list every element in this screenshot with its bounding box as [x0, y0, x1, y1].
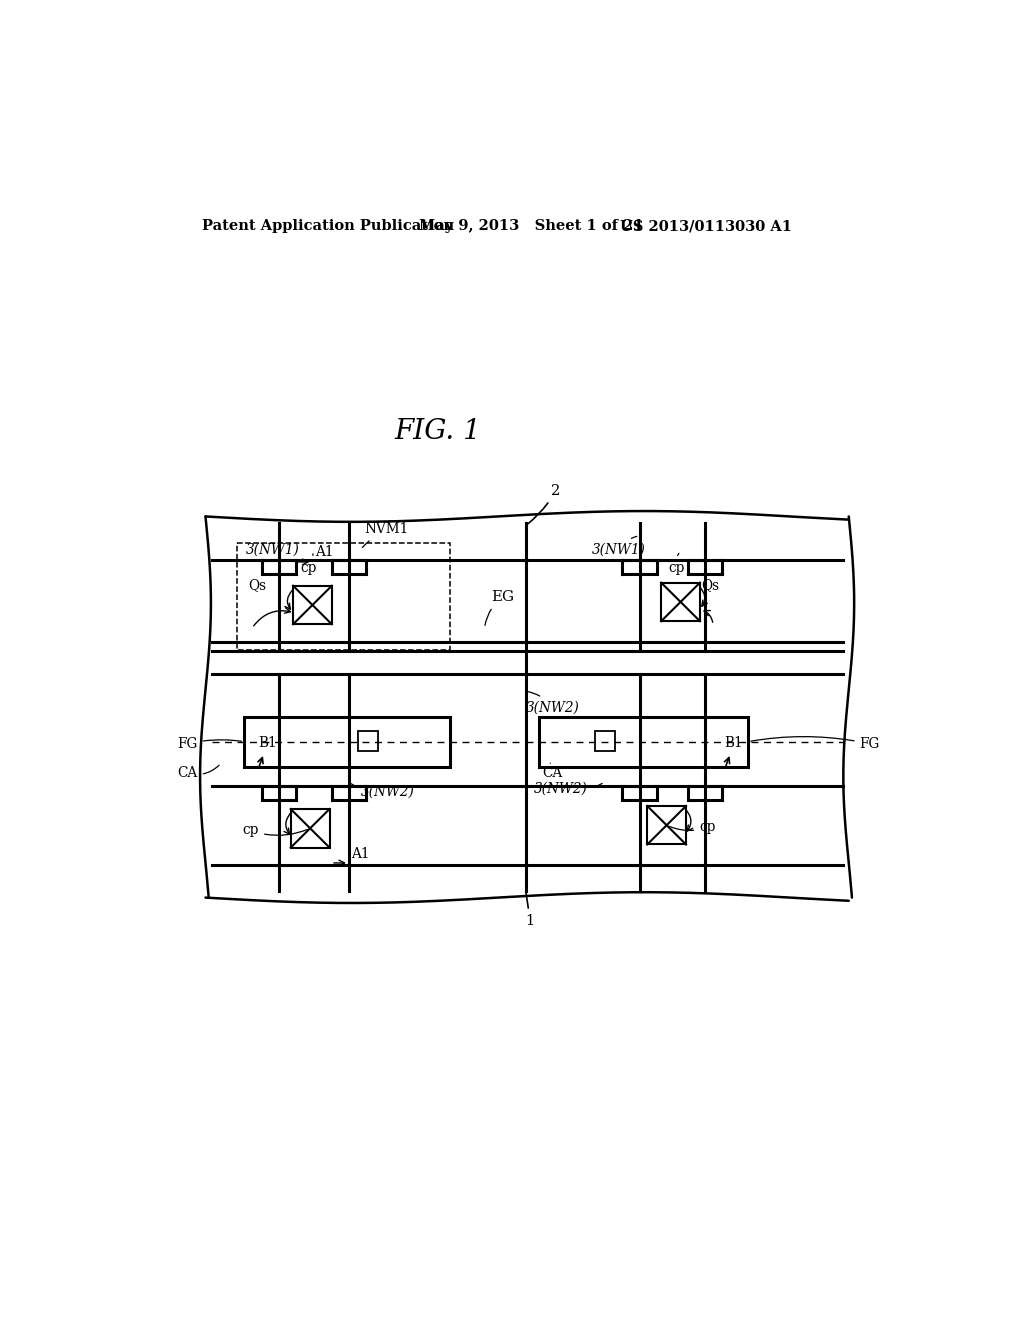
Text: Qs: Qs: [701, 578, 720, 593]
Text: EG: EG: [485, 590, 514, 626]
Text: FG: FG: [177, 737, 242, 751]
Text: May 9, 2013   Sheet 1 of 21: May 9, 2013 Sheet 1 of 21: [419, 219, 643, 234]
Text: A1: A1: [314, 545, 333, 558]
Text: Patent Application Publication: Patent Application Publication: [202, 219, 454, 234]
Text: 3(NW1): 3(NW1): [592, 536, 645, 557]
Text: B1: B1: [725, 737, 743, 767]
Text: 3(NW1): 3(NW1): [246, 536, 300, 557]
Text: A1: A1: [351, 846, 370, 861]
Text: CA: CA: [177, 766, 219, 780]
Text: US 2013/0113030 A1: US 2013/0113030 A1: [621, 219, 793, 234]
Text: B1: B1: [258, 737, 276, 767]
Text: FG: FG: [751, 737, 880, 751]
Text: 3(NW2): 3(NW2): [525, 692, 580, 714]
Text: Qs: Qs: [248, 578, 266, 593]
Text: 3(NW2): 3(NW2): [535, 781, 602, 796]
Text: cp: cp: [243, 824, 307, 837]
Text: FIG. 1: FIG. 1: [394, 418, 481, 445]
Text: 2: 2: [527, 484, 560, 524]
Text: CA: CA: [543, 763, 563, 780]
Text: cp: cp: [300, 554, 316, 576]
Text: cp: cp: [669, 820, 716, 834]
Text: NVM1: NVM1: [362, 523, 409, 548]
Text: 1: 1: [525, 892, 535, 928]
Text: 3(NW2): 3(NW2): [351, 784, 415, 799]
Text: cp: cp: [669, 553, 685, 576]
